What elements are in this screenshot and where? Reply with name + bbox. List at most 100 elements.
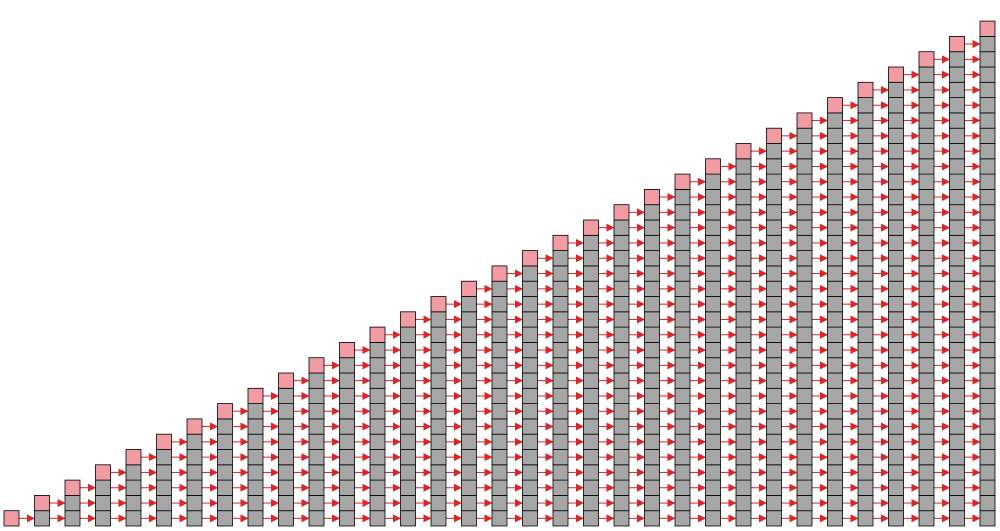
new-cell bbox=[64, 479, 81, 496]
copied-cell bbox=[735, 188, 752, 206]
copied-cell bbox=[430, 387, 447, 404]
copied-cell bbox=[857, 112, 874, 129]
copied-cell bbox=[918, 204, 935, 221]
copied-cell bbox=[796, 173, 813, 190]
copied-cell bbox=[705, 234, 721, 252]
copied-cell bbox=[979, 326, 996, 343]
copied-cell bbox=[674, 449, 691, 466]
copied-cell bbox=[644, 265, 660, 282]
copied-cell bbox=[735, 173, 752, 190]
copied-cell bbox=[705, 265, 721, 282]
copied-cell bbox=[888, 372, 904, 389]
copied-cell bbox=[857, 326, 874, 343]
copied-cell bbox=[491, 341, 508, 359]
copied-cell bbox=[735, 341, 752, 359]
copied-cell bbox=[918, 449, 935, 466]
copied-cell bbox=[369, 494, 386, 512]
copied-cell bbox=[949, 357, 965, 374]
array-column bbox=[583, 219, 599, 527]
new-cell bbox=[979, 20, 996, 37]
copied-cell bbox=[888, 112, 904, 129]
copied-cell bbox=[308, 464, 325, 481]
copied-cell bbox=[674, 464, 691, 481]
copied-cell bbox=[979, 418, 996, 435]
copied-cell bbox=[857, 494, 874, 512]
copied-cell bbox=[949, 494, 965, 512]
copied-cell bbox=[918, 479, 935, 496]
copied-cell bbox=[735, 494, 752, 512]
copied-cell bbox=[369, 403, 386, 420]
copied-cell bbox=[918, 433, 935, 450]
copied-cell bbox=[430, 326, 447, 343]
copied-cell bbox=[491, 357, 508, 374]
copied-cell bbox=[308, 403, 325, 420]
copied-cell bbox=[979, 143, 996, 160]
copied-cell bbox=[247, 433, 264, 450]
copied-cell bbox=[491, 510, 508, 527]
copied-cell bbox=[369, 341, 386, 359]
copied-cell bbox=[247, 479, 264, 496]
copied-cell bbox=[918, 280, 935, 297]
copied-cell bbox=[674, 403, 691, 420]
copied-cell bbox=[461, 311, 477, 328]
copied-cell bbox=[491, 449, 508, 466]
copied-cell bbox=[247, 494, 264, 512]
copied-cell bbox=[644, 479, 660, 496]
array-column bbox=[95, 464, 111, 527]
copied-cell bbox=[552, 341, 569, 359]
copied-cell bbox=[827, 357, 843, 374]
copied-cell bbox=[766, 280, 782, 297]
copied-cell bbox=[888, 341, 904, 359]
copied-cell bbox=[461, 494, 477, 512]
copied-cell bbox=[796, 265, 813, 282]
copied-cell bbox=[918, 372, 935, 389]
copied-cell bbox=[552, 280, 569, 297]
copied-cell bbox=[857, 173, 874, 190]
copied-cell bbox=[430, 403, 447, 420]
copied-cell bbox=[613, 311, 630, 328]
copied-cell bbox=[918, 188, 935, 206]
copied-cell bbox=[644, 372, 660, 389]
copied-cell bbox=[857, 510, 874, 527]
copied-cell bbox=[979, 127, 996, 144]
copied-cell bbox=[888, 510, 904, 527]
copied-cell bbox=[918, 66, 935, 83]
copied-cell bbox=[796, 341, 813, 359]
copied-cell bbox=[857, 188, 874, 206]
copied-cell bbox=[766, 326, 782, 343]
copied-cell bbox=[430, 494, 447, 512]
copied-cell bbox=[613, 234, 630, 252]
copied-cell bbox=[552, 418, 569, 435]
copied-cell bbox=[552, 510, 569, 527]
array-column bbox=[827, 97, 843, 527]
copied-cell bbox=[522, 326, 538, 343]
copied-cell bbox=[186, 510, 203, 527]
copied-cell bbox=[827, 418, 843, 435]
copied-cell bbox=[888, 479, 904, 496]
copied-cell bbox=[369, 449, 386, 466]
copied-cell bbox=[857, 265, 874, 282]
copied-cell bbox=[918, 418, 935, 435]
copied-cell bbox=[857, 127, 874, 144]
copied-cell bbox=[369, 357, 386, 374]
copied-cell bbox=[95, 510, 111, 527]
copied-cell bbox=[674, 188, 691, 206]
copied-cell bbox=[918, 173, 935, 190]
copied-cell bbox=[705, 204, 721, 221]
copied-cell bbox=[400, 387, 416, 404]
new-cell bbox=[400, 311, 416, 328]
copied-cell bbox=[735, 234, 752, 252]
copied-cell bbox=[705, 464, 721, 481]
copied-cell bbox=[705, 449, 721, 466]
array-column bbox=[278, 372, 294, 527]
copied-cell bbox=[400, 479, 416, 496]
copied-cell bbox=[705, 326, 721, 343]
copied-cell bbox=[918, 234, 935, 252]
copied-cell bbox=[796, 204, 813, 221]
copied-cell bbox=[217, 433, 233, 450]
copied-cell bbox=[979, 188, 996, 206]
copied-cell bbox=[522, 464, 538, 481]
new-cell bbox=[522, 250, 538, 267]
copied-cell bbox=[796, 433, 813, 450]
copied-cell bbox=[400, 326, 416, 343]
